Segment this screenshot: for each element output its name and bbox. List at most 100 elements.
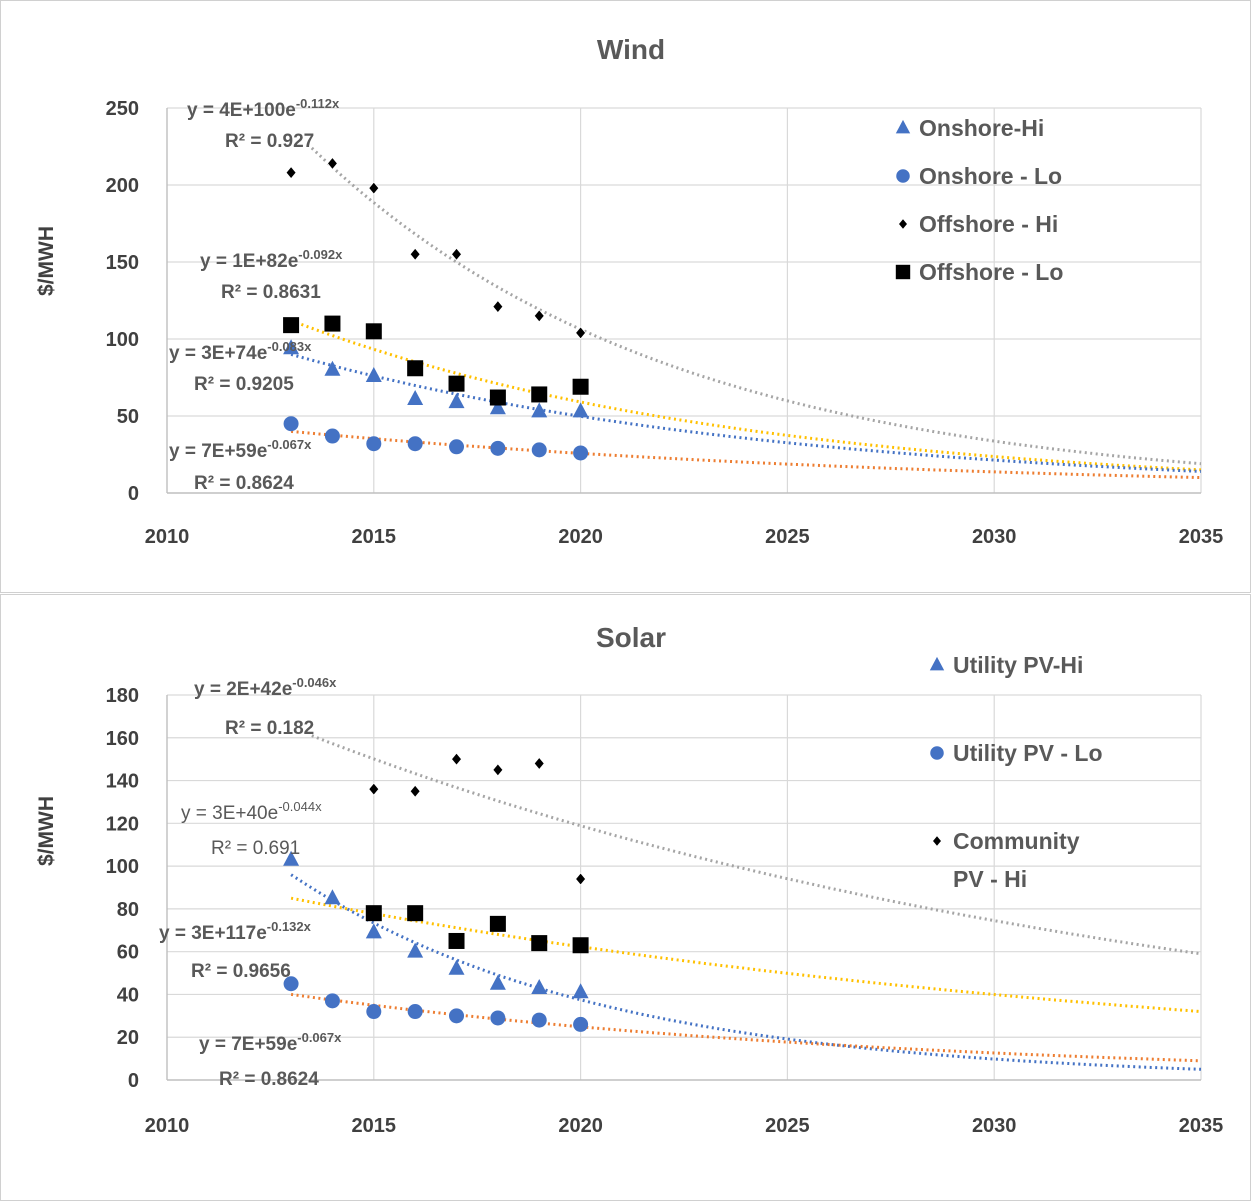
data-point-triangle — [324, 889, 341, 905]
y-tick-label: 120 — [106, 813, 139, 835]
y-tick-label: 60 — [117, 942, 139, 964]
y-tick-label: 0 — [128, 483, 139, 505]
data-point-triangle — [324, 360, 341, 376]
x-tick-label: 2030 — [972, 526, 1017, 548]
trendline-equations: y = 2E+42e-0.046x R² = 0.182 y = 3E+40e-0.… — [159, 675, 342, 1090]
trendline-equation: y = 3E+40e-0.044x — [181, 799, 322, 824]
trendline-orange — [290, 992, 1202, 1063]
data-point-diamond — [368, 181, 380, 195]
y-axis-label: $/MWH — [35, 226, 58, 296]
trendline-blue — [290, 352, 1202, 473]
x-tick-label: 2035 — [1179, 1115, 1224, 1137]
legend-label-offshore-hi: Offshore - Hi — [919, 211, 1058, 237]
data-point-circle — [283, 416, 299, 432]
x-tick-label: 2020 — [558, 526, 603, 548]
data-point-diamond — [450, 247, 463, 261]
y-tick-label: 180 — [106, 685, 139, 707]
legend-label-onshore-lo: Onshore - Lo — [919, 163, 1062, 189]
x-tick-label: 2010 — [145, 1115, 190, 1137]
wind-chart-panel: Wind $/MWH 0 50 100 150 200 250 2010 2015 2020 20… — [0, 0, 1251, 593]
legend-marker-diamond — [931, 834, 943, 848]
trendline-equation: y = 7E+59e-0.067x — [169, 437, 312, 462]
y-tick-label: 20 — [117, 1027, 139, 1049]
trendline-equation: y = 7E+59e-0.067x — [199, 1030, 342, 1055]
data-point-square — [489, 915, 506, 932]
data-point-square — [365, 905, 382, 922]
x-tick-label: 2025 — [765, 1115, 810, 1137]
y-tick-label: 80 — [117, 899, 139, 921]
data-point-triangle — [531, 402, 548, 418]
y-tick-label: 100 — [106, 329, 139, 351]
x-tick-label: 2020 — [558, 1115, 603, 1137]
legend-label-onshore-hi: Onshore-Hi — [919, 115, 1044, 141]
data-point-triangle — [283, 339, 300, 355]
y-tick-label: 50 — [117, 406, 139, 428]
x-tick-label: 2015 — [352, 1115, 397, 1137]
legend-label-offshore-lo: Offshore - Lo — [919, 259, 1063, 285]
trendline-equation: y = 1E+82e-0.092x — [200, 247, 343, 272]
data-point-circle — [573, 445, 589, 461]
data-point-diamond — [326, 156, 338, 171]
data-point-circle — [407, 1004, 423, 1020]
legend-marker-diamond — [897, 217, 909, 231]
data-point-circle — [366, 1004, 382, 1020]
trendline-blue — [290, 873, 1202, 1071]
trendline-r-squared: R² = 0.9205 — [194, 374, 294, 395]
legend: Onshore-Hi Onshore - Lo Offshore - Hi Offsh… — [895, 115, 1063, 285]
data-point-square — [407, 905, 424, 922]
data-point-triangle — [365, 366, 382, 382]
data-point-triangle — [448, 959, 465, 975]
trendline-r-squared: R² = 0.8624 — [194, 473, 294, 494]
trendline-r-squared: R² = 0.8624 — [219, 1069, 319, 1090]
trendline-r-squared: R² = 0.8631 — [221, 282, 321, 303]
chart-title: Wind — [597, 34, 665, 65]
x-tick-label: 2010 — [145, 526, 190, 548]
data-point-circle — [283, 976, 299, 992]
y-tick-label: 160 — [106, 728, 139, 750]
data-point-circle — [449, 1008, 465, 1024]
data-point-circle — [490, 440, 506, 456]
data-point-square — [448, 375, 465, 392]
legend-marker-circle — [896, 169, 910, 183]
y-axis-label: $/MWH — [35, 796, 58, 866]
data-point-circle — [573, 1016, 589, 1032]
data-point-circle — [366, 436, 382, 452]
y-tick-label: 200 — [106, 175, 139, 197]
data-point-triangle — [489, 974, 506, 990]
y-tick-label: 140 — [106, 771, 139, 793]
x-tick-label: 2030 — [972, 1115, 1017, 1137]
data-point-circle — [449, 439, 465, 455]
trendline-r-squared: R² = 0.9656 — [191, 961, 291, 982]
data-point-triangle — [283, 850, 300, 866]
trendline-r-squared: R² = 0.691 — [211, 838, 300, 859]
y-tick-label: 40 — [117, 984, 139, 1006]
data-point-circle — [531, 1012, 547, 1028]
data-point-triangle — [572, 402, 589, 418]
data-point-circle — [490, 1010, 506, 1026]
data-point-triangle — [489, 399, 506, 415]
data-point-diamond — [575, 872, 587, 886]
data-point-triangle — [365, 923, 382, 939]
chart-title: Solar — [596, 622, 666, 653]
data-point-triangle — [407, 390, 424, 406]
trendline-equation: y = 3E+117e-0.132x — [159, 919, 312, 944]
trendline-equations: y = 4E+100e-0.112x R² = 0.927 y = 1E+82e-0… — [169, 96, 343, 494]
data-point-square — [407, 360, 424, 377]
trendline-equation: y = 3E+74e-0.083x — [169, 339, 312, 364]
data-point-triangle — [531, 979, 548, 995]
data-point-square — [489, 389, 506, 406]
legend: Utility PV-Hi Utility PV - Lo Community PV … — [929, 652, 1103, 892]
y-tick-label: 0 — [128, 1070, 139, 1092]
data-point-diamond — [409, 784, 421, 798]
trendline-r-squared: R² = 0.182 — [225, 718, 314, 739]
trendline-orange — [290, 429, 1202, 480]
legend-marker-triangle — [895, 119, 911, 134]
trendline-equation: y = 2E+42e-0.046x — [194, 675, 337, 700]
data-point-diamond — [285, 166, 297, 180]
y-tick-label: 250 — [106, 98, 139, 120]
legend-label-utility-pv-hi: Utility PV-Hi — [953, 652, 1083, 678]
data-point-triangle — [448, 393, 465, 409]
data-point-circle — [407, 436, 423, 452]
trendline-gray — [310, 146, 1202, 466]
data-point-triangle — [572, 983, 589, 999]
